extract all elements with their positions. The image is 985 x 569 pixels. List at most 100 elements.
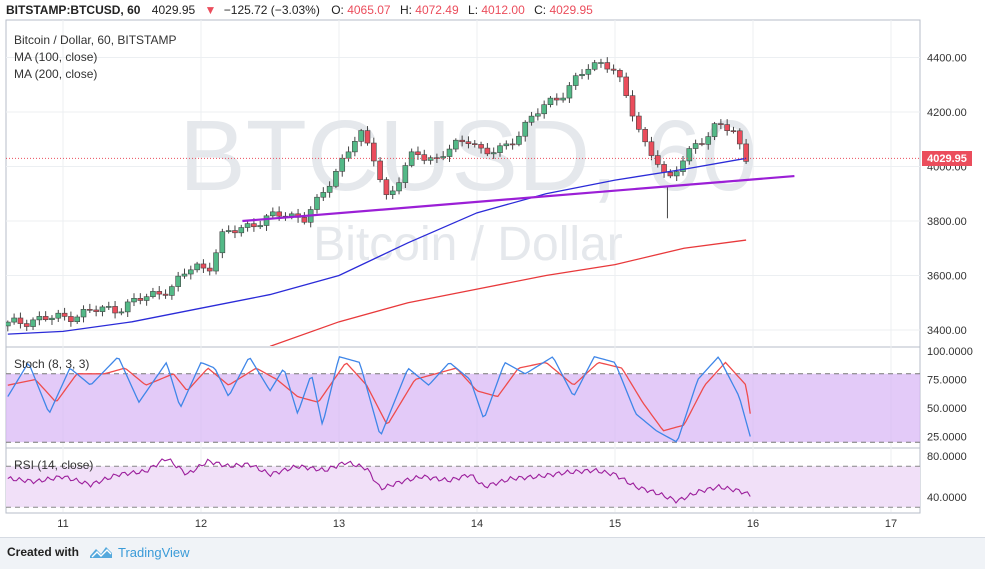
candle-body <box>421 154 428 161</box>
candle-body <box>642 129 648 143</box>
rsi-y-tick-label: 40.0000 <box>927 492 967 504</box>
candle-body <box>358 130 364 142</box>
candle-body <box>326 185 333 193</box>
header-l-value: 4012.00 <box>481 3 525 17</box>
candle-body <box>434 157 440 159</box>
price-y-tick-label: 3600.00 <box>927 271 967 283</box>
ma100-line <box>7 157 747 335</box>
stoch-pane <box>7 355 751 443</box>
candle-body <box>143 296 150 301</box>
rsi-pane <box>7 458 751 504</box>
candle-body <box>118 311 125 314</box>
header-l-label: L: <box>468 3 478 17</box>
candle-body <box>604 62 611 70</box>
candle-body <box>206 267 213 272</box>
candle-body <box>453 139 459 150</box>
candle-body <box>566 85 573 99</box>
candle-body <box>415 151 421 155</box>
axes: 11 12 13 14 15 16 173400.003600.003800.004000.… <box>57 53 973 531</box>
candle-body <box>68 316 74 322</box>
price-y-tick-label: 4400.00 <box>927 53 967 65</box>
candle-body <box>686 148 693 162</box>
last-price-badge <box>922 151 972 166</box>
candle-body <box>131 298 137 303</box>
candle-body <box>17 317 24 324</box>
price-y-tick-label: 3400.00 <box>927 325 967 337</box>
x-tick-label: 14 <box>471 518 483 530</box>
candle-body <box>389 190 396 195</box>
candle-body <box>345 151 352 159</box>
candle-body <box>497 145 503 153</box>
candle-body <box>648 141 655 156</box>
candle-body <box>440 156 447 159</box>
candle-body <box>692 143 699 149</box>
candle-body <box>232 230 238 234</box>
candle-body <box>257 225 264 228</box>
candle-body <box>478 144 484 149</box>
candle-body <box>661 164 667 173</box>
candle-body <box>617 70 623 78</box>
last-price-label: 4029.95 <box>927 153 967 165</box>
candle-body <box>150 291 156 297</box>
candle-body <box>547 97 554 105</box>
candle-body <box>194 263 200 271</box>
tradingview-logo-icon <box>90 547 112 558</box>
candle-body <box>667 172 674 177</box>
candle-body <box>572 75 579 86</box>
header-h-label: H: <box>400 3 412 17</box>
stoch-y-tick-label: 75.0000 <box>927 375 967 387</box>
candle-body <box>535 113 541 117</box>
candle-body <box>579 73 585 77</box>
candle-body <box>629 95 636 117</box>
ma200-line <box>269 239 747 346</box>
candle-body <box>213 252 219 272</box>
candle-body <box>636 115 642 130</box>
candle-body <box>270 211 276 217</box>
x-tick-label: 17 <box>885 518 897 530</box>
candle-body <box>553 97 560 101</box>
candle-body <box>699 143 705 145</box>
header-h-value: 4072.49 <box>415 3 459 17</box>
candle-body <box>591 62 598 70</box>
candle-body <box>238 227 245 234</box>
candle-body <box>705 136 712 145</box>
stoch-band <box>6 373 920 443</box>
x-tick-label: 13 <box>333 518 345 530</box>
candle-body <box>730 130 737 132</box>
candle-body <box>623 76 630 96</box>
candle-body <box>93 309 99 312</box>
stoch-d-line <box>7 361 751 432</box>
candle-body <box>402 165 409 183</box>
candle-body <box>87 309 93 311</box>
candle-body <box>200 263 207 269</box>
tradingview-link[interactable]: TradingView <box>118 545 190 560</box>
candle-body <box>560 97 566 101</box>
footer: Created with TradingView <box>0 537 985 569</box>
candle-body <box>743 143 749 162</box>
candle-body <box>61 312 68 317</box>
rsi-band <box>6 466 920 508</box>
header-o-label: O: <box>331 3 344 17</box>
candle-body <box>49 317 55 321</box>
candle-body <box>124 301 131 313</box>
candle-body <box>680 160 686 172</box>
legend-ma100: MA (100, close) <box>14 50 97 64</box>
legend-ma200: MA (200, close) <box>14 67 97 81</box>
candle-body <box>711 123 718 137</box>
support-trendline[interactable] <box>242 174 795 223</box>
candle-body <box>598 62 604 64</box>
price-y-tick-label: 3800.00 <box>927 216 967 228</box>
price-y-tick-label: 4200.00 <box>927 107 967 119</box>
indicator-bands <box>6 373 920 508</box>
header-symbol: BITSTAMP:BTCUSD, 60 <box>6 3 141 17</box>
candle-body <box>181 273 188 277</box>
header-c-label: C: <box>534 3 546 17</box>
price-pane <box>6 57 920 346</box>
candle-body <box>225 230 232 233</box>
candle-body <box>585 68 592 75</box>
candle-body <box>509 143 516 146</box>
candle-body <box>276 211 282 217</box>
candle-body <box>11 317 17 323</box>
candle-body <box>459 139 465 143</box>
created-with-label: Created with <box>7 545 80 559</box>
